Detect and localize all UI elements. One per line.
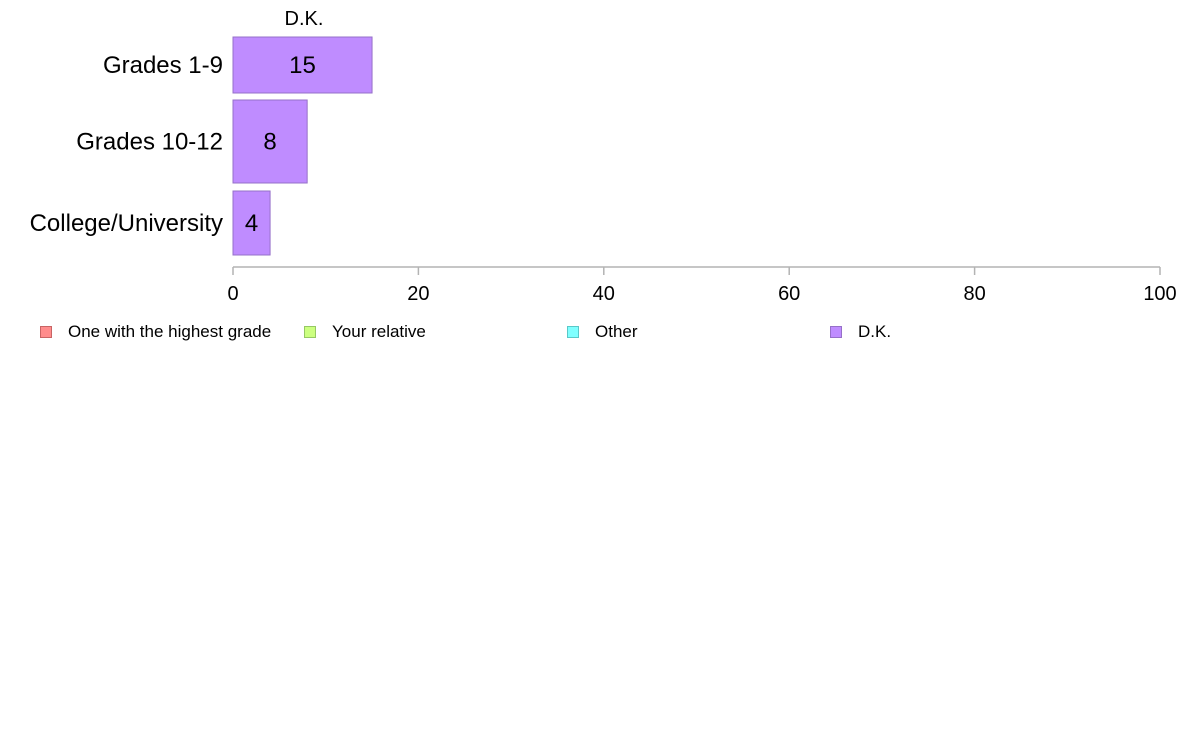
legend-item: Other — [567, 320, 638, 344]
bar — [232, 99, 308, 184]
x-tick-label: 20 — [407, 283, 429, 305]
x-tick-label: 40 — [593, 283, 615, 305]
legend-item: Your relative — [304, 320, 426, 344]
legend-label: One with the highest grade — [68, 322, 272, 341]
legend-swatch — [567, 326, 579, 338]
x-axis-ticks: 0 20 40 60 80 100 — [227, 267, 1177, 305]
category-label: Grades 10-12 — [76, 129, 223, 156]
legend-label: Other — [595, 322, 638, 341]
legend-swatch — [830, 326, 842, 338]
legend-label: D.K. — [858, 322, 892, 341]
legend-item: D.K. — [830, 320, 891, 344]
bar-value-label: 8 — [263, 129, 276, 156]
legend-swatch — [304, 326, 316, 338]
x-tick-label: 0 — [227, 283, 238, 305]
series-header: D.K. — [285, 8, 324, 30]
legend-label: Your relative — [332, 322, 426, 341]
bars — [232, 36, 373, 256]
bar-value-label: 15 — [289, 52, 316, 79]
category-label: Grades 1-9 — [103, 52, 223, 79]
bar-chart: D.K. Grades 1-9 Grades 10-12 College/Unive… — [30, 8, 1177, 305]
legend-swatch — [40, 326, 52, 338]
legend: One with the highest grade Your relative O… — [40, 320, 1160, 344]
category-labels: Grades 1-9 Grades 10-12 College/University — [30, 52, 223, 237]
bar-value-label: 4 — [245, 210, 258, 237]
category-label: College/University — [30, 210, 223, 237]
x-tick-label: 60 — [778, 283, 800, 305]
x-tick-label: 80 — [963, 283, 985, 305]
bar — [232, 36, 373, 94]
legend-item: One with the highest grade — [40, 320, 271, 344]
bar — [232, 190, 271, 256]
x-tick-label: 100 — [1143, 283, 1176, 305]
